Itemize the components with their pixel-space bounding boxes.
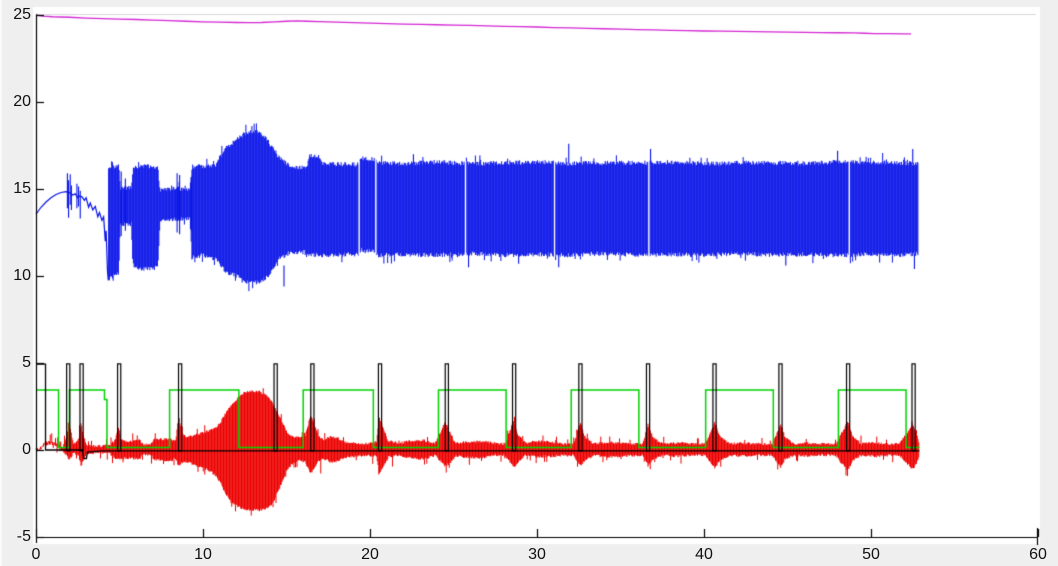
x-axis-tick-label: 60 xyxy=(1029,546,1047,563)
y-axis-tick-label: -5 xyxy=(16,528,31,545)
y-axis-tick-label: 0 xyxy=(22,441,31,458)
x-axis-tick-label: 40 xyxy=(695,546,713,563)
x-axis-tick-label: 0 xyxy=(31,546,41,563)
x-axis-tick-label: 50 xyxy=(862,546,880,563)
y-axis-tick-label: 10 xyxy=(13,267,31,284)
x-axis-tick-label: 10 xyxy=(194,546,212,563)
y-axis-tick-label: 5 xyxy=(22,354,31,371)
x-axis-tick-label: 20 xyxy=(361,546,379,563)
y-axis-tick-label: 20 xyxy=(13,93,31,110)
x-axis-tick-label: 30 xyxy=(528,546,546,563)
y-axis-tick-label: 15 xyxy=(13,180,31,197)
y-axis-tick-label: 25 xyxy=(13,6,31,23)
